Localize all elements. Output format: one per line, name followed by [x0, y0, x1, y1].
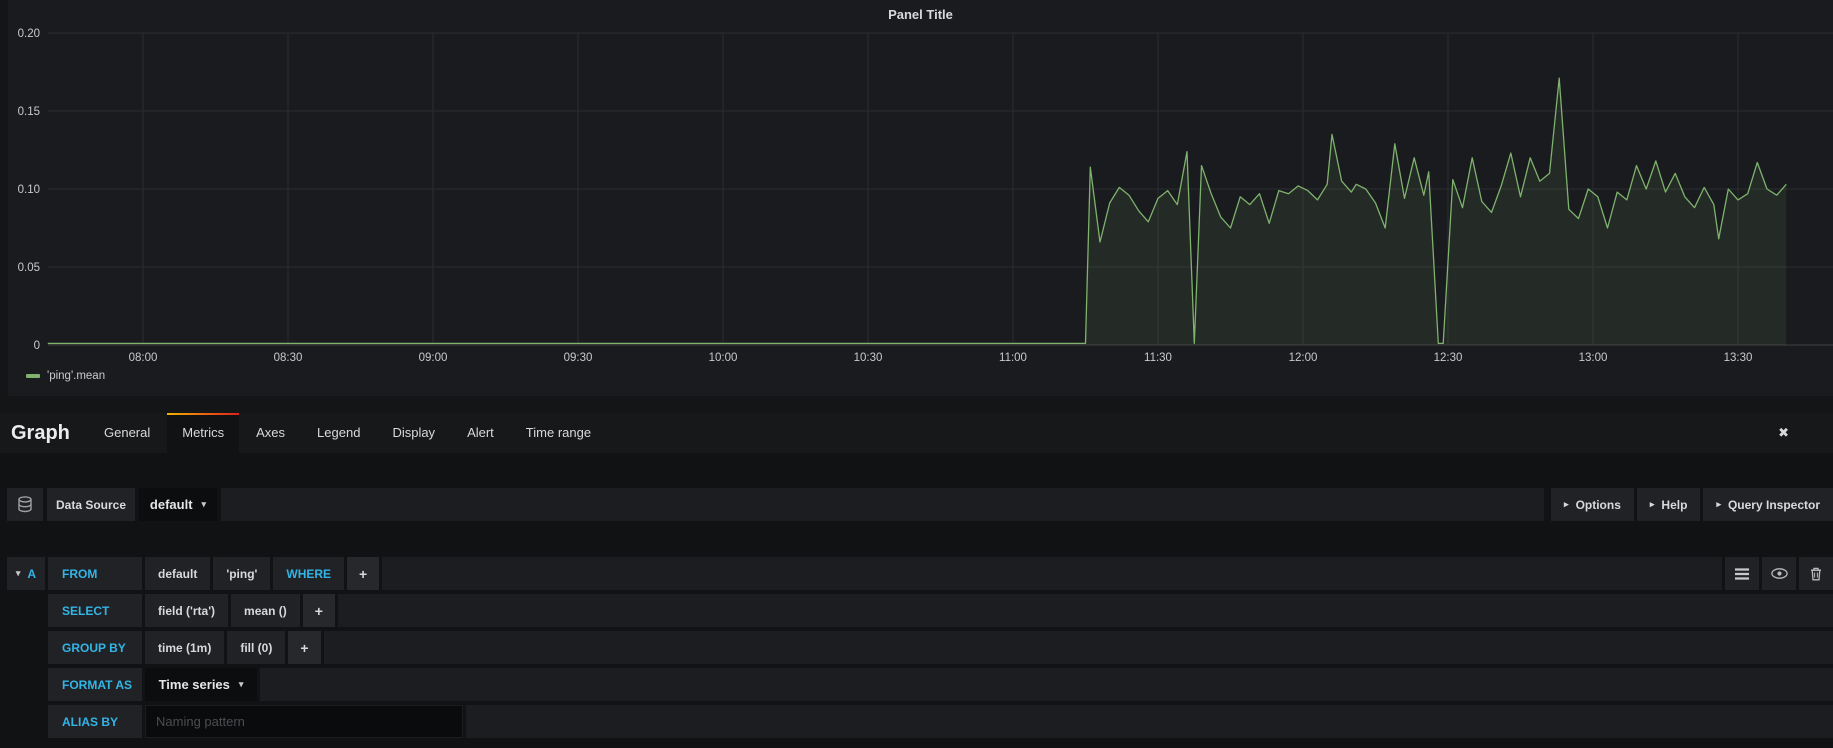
query-row-filler [337, 594, 1833, 627]
chevron-down-icon: ▾ [238, 679, 244, 689]
svg-text:0: 0 [34, 340, 40, 352]
svg-text:08:00: 08:00 [129, 352, 158, 364]
database-icon [7, 488, 43, 521]
svg-text:10:00: 10:00 [709, 352, 738, 364]
svg-text:10:30: 10:30 [854, 352, 883, 364]
timeseries-chart[interactable]: 0 0.05 0.10 0.15 0.20 08:00 08:30 09:00 09:30 10:… [0, 0, 1833, 370]
query-part-ping[interactable]: 'ping' [213, 557, 271, 590]
disclosure-right-icon: ▸ [1649, 499, 1655, 509]
query-part-default[interactable]: default [145, 557, 211, 590]
panel-type-heading: Graph [11, 422, 70, 444]
query-keyword-from[interactable]: FROM [48, 557, 142, 590]
query-part-mean[interactable]: mean () [231, 594, 300, 627]
query-part-field-rta[interactable]: field ('rta') [145, 594, 229, 627]
datasource-row: Data Source default ▾ ▸ Options ▸ Help ▸ Quer… [7, 488, 1833, 521]
query-row-select: SELECT field ('rta') mean () + [7, 594, 1833, 627]
svg-text:12:30: 12:30 [1434, 352, 1463, 364]
button-label: Query Inspector [1727, 497, 1820, 512]
svg-text:09:00: 09:00 [419, 352, 448, 364]
svg-text:13:00: 13:00 [1579, 352, 1608, 364]
query-row-alias-by: ALIAS BY [7, 705, 1833, 738]
query-part-where[interactable]: WHERE [273, 557, 345, 590]
svg-text:11:00: 11:00 [999, 352, 1027, 364]
query-editor: ▾ A FROM default'ping' WHERE + SELECT field ('r… [7, 557, 1833, 742]
datasource-label: Data Source [47, 488, 135, 521]
legend-series-color-dash [26, 374, 40, 378]
query-part-time-1m[interactable]: time (1m) [145, 631, 225, 664]
eye-icon[interactable] [1762, 557, 1796, 590]
query-row-filler [260, 668, 1833, 701]
query-row-from: ▾ A FROM default'ping' WHERE + [7, 557, 1833, 590]
menu-icon[interactable] [1725, 557, 1759, 590]
tab-axes[interactable]: Axes [256, 425, 286, 440]
svg-text:11:30: 11:30 [1144, 352, 1172, 364]
add-part-button[interactable]: + [347, 557, 380, 590]
svg-text:0.20: 0.20 [18, 28, 40, 40]
format-as-select[interactable]: Time series ▾ [145, 668, 257, 701]
graph-panel: Panel Title 'ping'.mean [8, 0, 1833, 396]
query-inspector-button[interactable]: ▸ Query Inspector [1703, 488, 1833, 521]
tab-general[interactable]: General [104, 425, 151, 440]
disclosure-right-icon: ▸ [1564, 499, 1569, 509]
chevron-down-icon: ▾ [201, 499, 207, 509]
query-keyword-alias-by[interactable]: ALIAS BY [48, 705, 142, 738]
options-button[interactable]: ▸ Options [1551, 488, 1634, 521]
svg-text:13:30: 13:30 [1724, 352, 1753, 364]
datasource-select[interactable]: default ▾ [139, 488, 217, 521]
svg-text:09:30: 09:30 [564, 352, 593, 364]
help-button[interactable]: ▸ Help [1636, 488, 1701, 521]
query-collapse-toggle[interactable]: ▾ A [7, 557, 45, 590]
button-label: Options [1575, 497, 1621, 512]
add-part-button[interactable]: + [302, 594, 335, 627]
query-row-filler [382, 557, 1722, 590]
metrics-tab-content: Data Source default ▾ ▸ Options ▸ Help ▸ Quer… [0, 453, 1833, 748]
query-part-fill-0[interactable]: fill (0) [227, 631, 286, 664]
query-row-format-as: FORMAT AS Time series ▾ [7, 668, 1833, 701]
tab-metrics[interactable]: Metrics [167, 413, 240, 453]
legend-series-label[interactable]: 'ping'.mean [47, 370, 106, 382]
button-label: Help [1661, 497, 1688, 512]
query-keyword-select[interactable]: SELECT [48, 594, 142, 627]
close-icon[interactable]: ✖ [1778, 425, 1789, 440]
svg-text:0.15: 0.15 [18, 106, 40, 118]
query-row-filler [466, 705, 1833, 738]
panel-title: Panel Title [888, 7, 953, 22]
tab-time-range[interactable]: Time range [525, 425, 592, 440]
svg-text:0.05: 0.05 [18, 262, 40, 274]
svg-text:08:30: 08:30 [274, 352, 303, 364]
tabs: General Metrics Axes Legend Display Alert Time… [89, 413, 608, 453]
query-keyword-group-by[interactable]: GROUP BY [48, 631, 142, 664]
alias-by-input[interactable] [145, 705, 463, 738]
query-row-filler [323, 631, 1833, 664]
chevron-down-icon: ▾ [15, 568, 21, 578]
add-part-button[interactable]: + [288, 631, 321, 664]
tab-display[interactable]: Display [392, 425, 436, 440]
datasource-selected-value: default [149, 497, 193, 512]
tab-alert[interactable]: Alert [467, 425, 494, 440]
tab-legend[interactable]: Legend [317, 425, 361, 440]
datasource-row-filler [221, 488, 1545, 521]
panel-editor-tabbar: Graph General Metrics Axes Legend Display Ale… [0, 413, 1833, 453]
svg-text:12:00: 12:00 [1289, 352, 1318, 364]
svg-text:0.10: 0.10 [18, 184, 40, 196]
query-row-group-by: GROUP BY time (1m) fill (0) + [7, 631, 1833, 664]
query-ref-id: A [27, 566, 37, 581]
disclosure-right-icon: ▸ [1716, 499, 1721, 509]
query-keyword-format-as[interactable]: FORMAT AS [48, 668, 142, 701]
legend: 'ping'.mean [26, 370, 105, 382]
datasource-row-buttons: ▸ Options ▸ Help ▸ Query Inspector [1548, 488, 1833, 521]
format-as-selected-value: Time series [158, 677, 230, 692]
trash-icon[interactable] [1799, 557, 1833, 590]
